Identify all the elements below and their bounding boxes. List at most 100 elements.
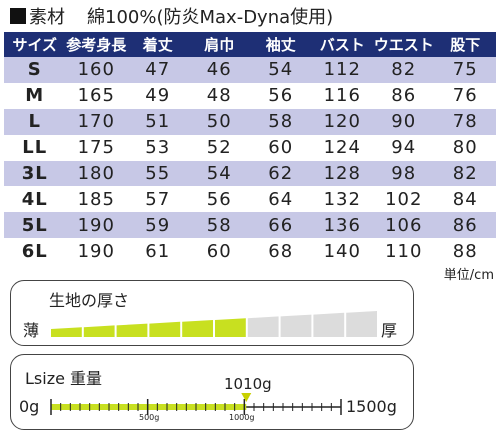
cell-bust: 124 [311,134,373,161]
cell-bust: 120 [311,108,373,135]
cell-size: LL [4,134,66,161]
weight-mid-label-500: 500g [139,413,160,422]
cell-inseam: 78 [434,108,496,135]
cell-waist: 98 [373,160,435,187]
cell-height: 180 [65,160,127,187]
cell-waist: 82 [373,57,435,83]
size-table-header-row: サイズ 参考身長 着丈 肩巾 袖丈 バスト ウエスト 股下 [4,32,496,57]
square-bullet-icon [10,8,26,24]
thickness-gauge [51,311,377,337]
cell-shoulder: 46 [188,57,250,83]
weight-title: Lsize 重量 [25,369,103,388]
thick-label: 厚 [381,321,398,340]
cell-waist: 86 [373,82,435,109]
thickness-segment [83,325,115,337]
cell-inseam: 84 [434,186,496,213]
weight-marker-icon [241,393,252,402]
cell-waist: 106 [373,212,435,239]
cell-height: 170 [65,108,127,135]
cell-size: 3L [4,160,66,187]
cell-size: 4L [4,186,66,213]
weight-max-label: 1500g [346,397,397,416]
weight-min-label: 0g [19,397,40,416]
header-waist: ウエスト [373,32,435,57]
cell-inseam: 75 [434,57,496,83]
cell-sleeve: 68 [250,238,312,265]
cell-inseam: 76 [434,82,496,109]
cell-height: 160 [65,57,127,83]
thickness-segment [280,314,312,337]
cell-sleeve: 66 [250,212,312,239]
cell-height: 185 [65,186,127,213]
thickness-segment [247,316,279,337]
cell-length: 53 [127,134,189,161]
unit-label: 単位/cm [443,268,494,283]
header-bust: バスト [311,32,373,57]
cell-sleeve: 58 [250,108,312,135]
cell-shoulder: 60 [188,238,250,265]
weight-value-label: 1010g [224,375,272,393]
thickness-segment [116,323,148,337]
cell-sleeve: 60 [250,134,312,161]
thickness-segment [182,320,213,337]
cell-inseam: 88 [434,238,496,265]
cell-length: 57 [127,186,189,213]
cell-height: 175 [65,134,127,161]
cell-size: 6L [4,238,66,265]
weight-scale [50,393,342,415]
table-row: S 160 47 46 54 112 82 75 [4,57,496,83]
cell-size: 5L [4,212,66,239]
cell-bust: 116 [311,82,373,109]
thickness-segment [346,311,377,337]
table-row: LL 175 53 52 60 124 94 80 [4,134,496,161]
table-row: M 165 49 48 56 116 86 76 [4,82,496,109]
header-inseam: 股下 [434,32,496,57]
cell-shoulder: 50 [188,108,250,135]
cell-bust: 128 [311,160,373,187]
cell-shoulder: 48 [188,82,250,109]
cell-size: M [4,82,66,109]
size-table: サイズ 参考身長 着丈 肩巾 袖丈 バスト ウエスト 股下 S 160 47 46 54… [4,32,496,265]
cell-inseam: 82 [434,160,496,187]
cell-height: 190 [65,212,127,239]
cell-size: L [4,108,66,135]
header-shoulder: 肩巾 [188,32,250,57]
cell-size: S [4,57,66,83]
weight-panel: Lsize 重量 1010g 0g 500g 1000g 1500g [10,354,414,430]
fabric-thickness-panel: 生地の厚さ 薄 厚 [10,280,414,346]
cell-length: 49 [127,82,189,109]
table-row: 3L 180 55 54 62 128 98 82 [4,160,496,187]
cell-bust: 132 [311,186,373,213]
header-height: 参考身長 [65,32,127,57]
cell-shoulder: 52 [188,134,250,161]
table-row: L 170 51 50 58 120 90 78 [4,108,496,135]
cell-waist: 102 [373,186,435,213]
material-label: 素材 [29,7,65,28]
weight-mid-label-1000: 1000g [229,413,255,422]
cell-waist: 94 [373,134,435,161]
cell-length: 55 [127,160,189,187]
cell-sleeve: 64 [250,186,312,213]
header-sleeve: 袖丈 [250,32,312,57]
cell-length: 61 [127,238,189,265]
cell-bust: 140 [311,238,373,265]
table-row: 5L 190 59 58 66 136 106 86 [4,212,496,239]
cell-length: 47 [127,57,189,83]
cell-sleeve: 54 [250,57,312,83]
header-length: 着丈 [127,32,189,57]
cell-bust: 112 [311,57,373,83]
thickness-segment [215,318,246,337]
cell-waist: 110 [373,238,435,265]
thickness-title: 生地の厚さ [49,291,130,310]
table-row: 4L 185 57 56 64 132 102 84 [4,186,496,213]
cell-sleeve: 56 [250,82,312,109]
cell-shoulder: 58 [188,212,250,239]
cell-sleeve: 62 [250,160,312,187]
cell-waist: 90 [373,108,435,135]
cell-height: 190 [65,238,127,265]
cell-length: 59 [127,212,189,239]
thickness-segment [51,327,82,337]
cell-height: 165 [65,82,127,109]
thickness-segment [313,312,345,337]
thin-label: 薄 [23,321,40,340]
